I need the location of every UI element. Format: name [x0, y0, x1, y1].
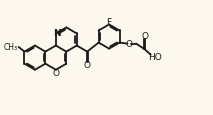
Text: N: N	[53, 29, 61, 38]
Text: CH₃: CH₃	[3, 42, 18, 51]
Text: O: O	[141, 32, 148, 41]
Text: O: O	[84, 60, 91, 69]
Text: O: O	[52, 69, 59, 78]
Text: F: F	[106, 18, 111, 27]
Text: O: O	[126, 40, 133, 49]
Text: HO: HO	[148, 52, 162, 61]
